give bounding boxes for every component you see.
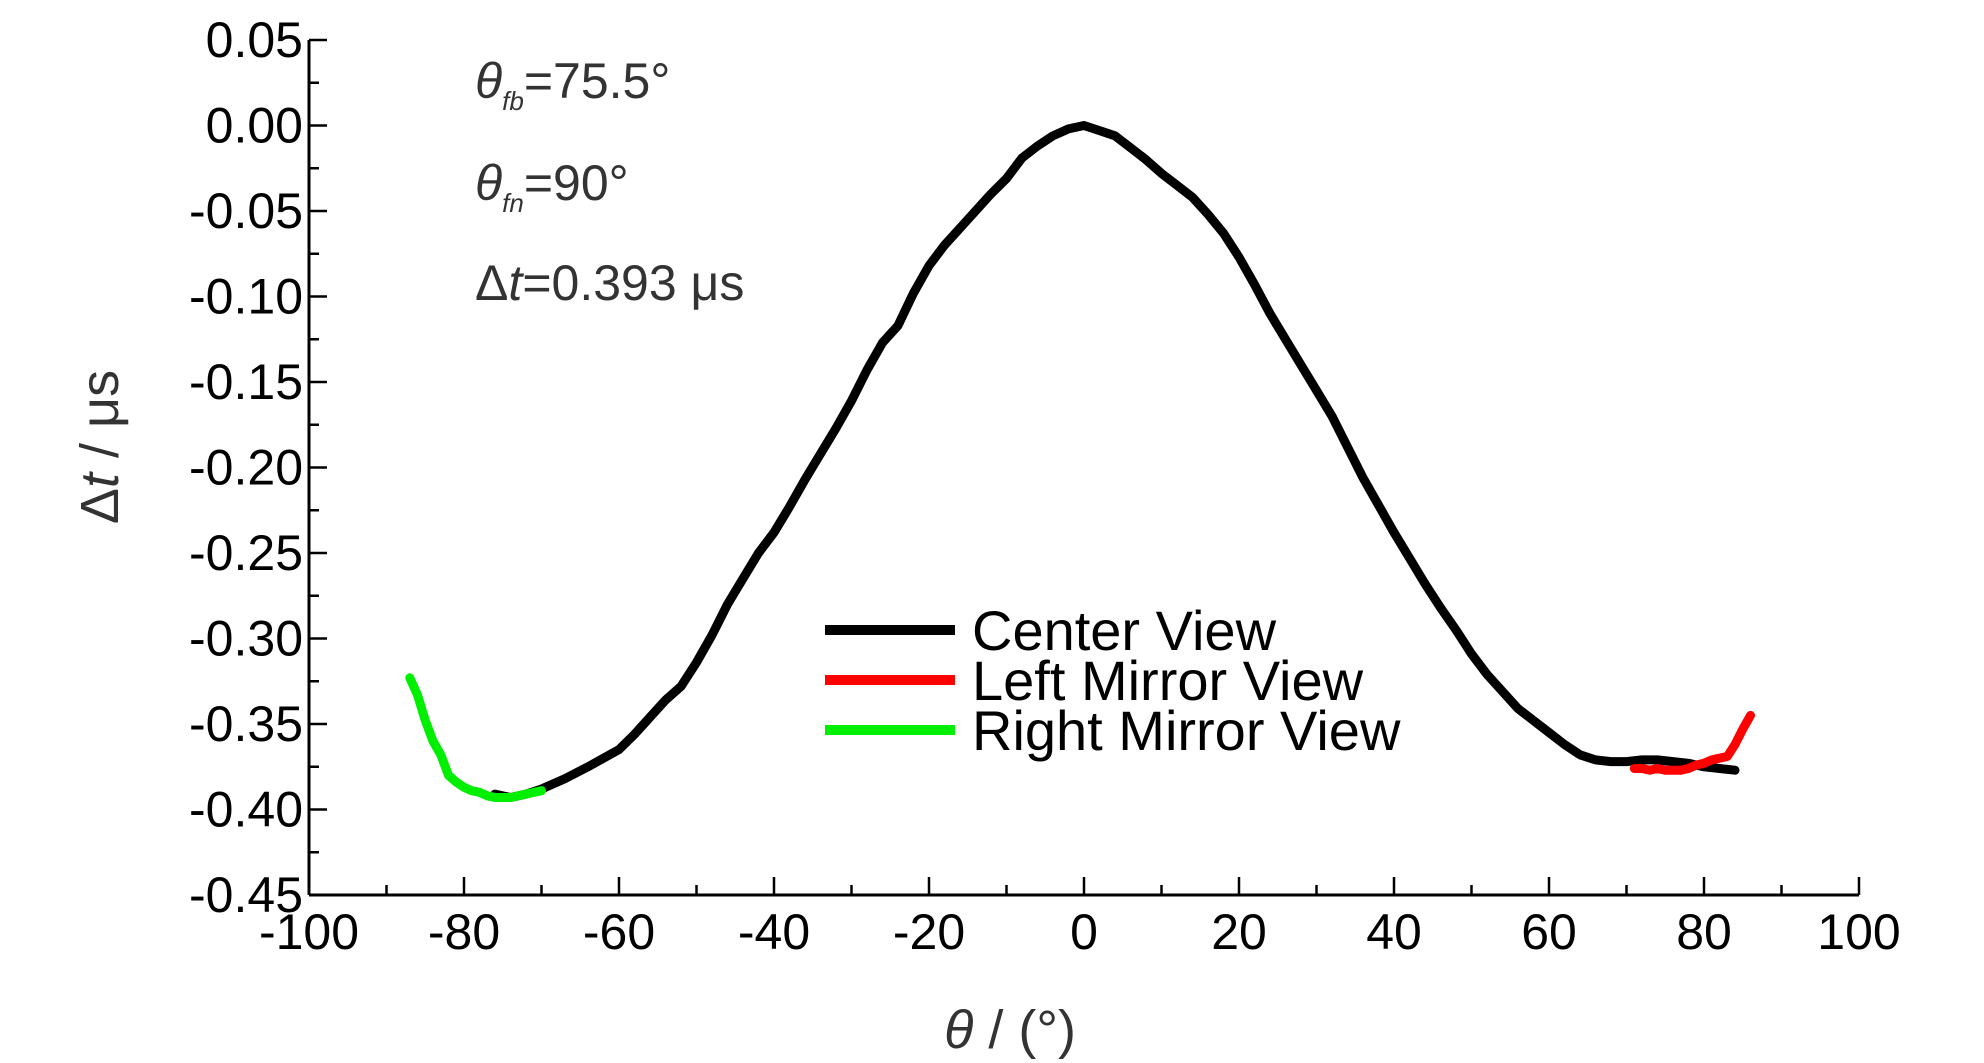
- y-tick-label: -0.05: [189, 183, 303, 239]
- series-line-2: [1629, 710, 1755, 775]
- y-tick-label: 0.05: [206, 12, 303, 68]
- y-tick-label: -0.20: [189, 440, 303, 496]
- y-ticks: 0.05 0.00 -0.05 -0.10 -0.15 -0.20 -0.25 -0.30 -0…: [189, 12, 327, 923]
- y-tick-label: -0.25: [189, 525, 303, 581]
- annotation-theta-fn: θfn=90°: [475, 155, 629, 218]
- y-tick-label: -0.40: [189, 782, 303, 838]
- y-tick-label: -0.10: [189, 269, 303, 325]
- series-line-1: [490, 121, 1740, 802]
- y-tick-label: 0.00: [206, 98, 303, 154]
- annotation-theta-fb: θfb=75.5°: [475, 53, 670, 116]
- y-axis-title-delta: Δ: [70, 488, 130, 524]
- x-ticks: -100 -80 -60 -40 -20 0 20 40 60 80 100: [259, 877, 1901, 960]
- series-line-3: [405, 673, 546, 802]
- legend-label: Right Mirror View: [972, 699, 1401, 762]
- y-tick-label: -0.35: [189, 696, 303, 752]
- y-axis-title-symbol: t: [70, 471, 130, 488]
- x-tick-label: 80: [1676, 904, 1732, 960]
- axes: -100 -80 -60 -40 -20 0 20 40 60 80 100 0.05 0.00 -0.…: [189, 12, 1901, 960]
- x-tick-label: 60: [1521, 904, 1577, 960]
- x-tick-label: 40: [1366, 904, 1422, 960]
- x-axis-title: θ / (°): [944, 1000, 1076, 1060]
- x-tick-label: 20: [1211, 904, 1267, 960]
- x-tick-label: -20: [893, 904, 965, 960]
- x-tick-label: -80: [428, 904, 500, 960]
- series-lines: [405, 121, 1755, 802]
- x-tick-label: 100: [1817, 904, 1900, 960]
- legend-label: Left Mirror View: [972, 649, 1364, 712]
- legend-label: Center View: [972, 599, 1277, 662]
- x-tick-label: -40: [738, 904, 810, 960]
- x-axis-title-symbol: θ: [944, 1000, 973, 1060]
- y-tick-label: -0.15: [189, 354, 303, 410]
- annotations: θfb=75.5° θfn=90° Δt=0.393 μs: [475, 53, 744, 311]
- x-tick-label: -60: [583, 904, 655, 960]
- y-axis-title: Δt / μs: [70, 370, 130, 524]
- x-tick-label: 0: [1070, 904, 1098, 960]
- x-tick-label: -100: [259, 904, 359, 960]
- annotation-delta-t: Δt=0.393 μs: [475, 255, 744, 311]
- y-tick-label: -0.45: [189, 867, 303, 923]
- x-axis-title-rest: / (°): [973, 1000, 1076, 1060]
- y-tick-label: -0.30: [189, 611, 303, 667]
- y-axis-title-rest: / μs: [70, 370, 130, 473]
